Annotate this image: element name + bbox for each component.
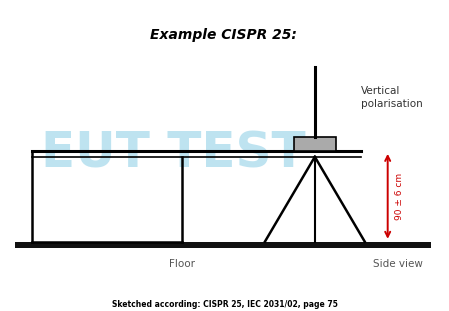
Text: Sketched according: CISPR 25, IEC 2031/02, page 75: Sketched according: CISPR 25, IEC 2031/0…: [111, 300, 338, 309]
Text: Example CISPR 25:: Example CISPR 25:: [150, 28, 297, 42]
Text: 90 ± 6 cm: 90 ± 6 cm: [395, 173, 404, 220]
Bar: [15, 242, 431, 248]
Text: Side view: Side view: [373, 259, 423, 269]
Text: Vertical
polarisation: Vertical polarisation: [361, 86, 423, 109]
Text: EUT TEST: EUT TEST: [41, 129, 306, 177]
Text: Floor: Floor: [169, 259, 194, 269]
Bar: [294, 137, 336, 151]
